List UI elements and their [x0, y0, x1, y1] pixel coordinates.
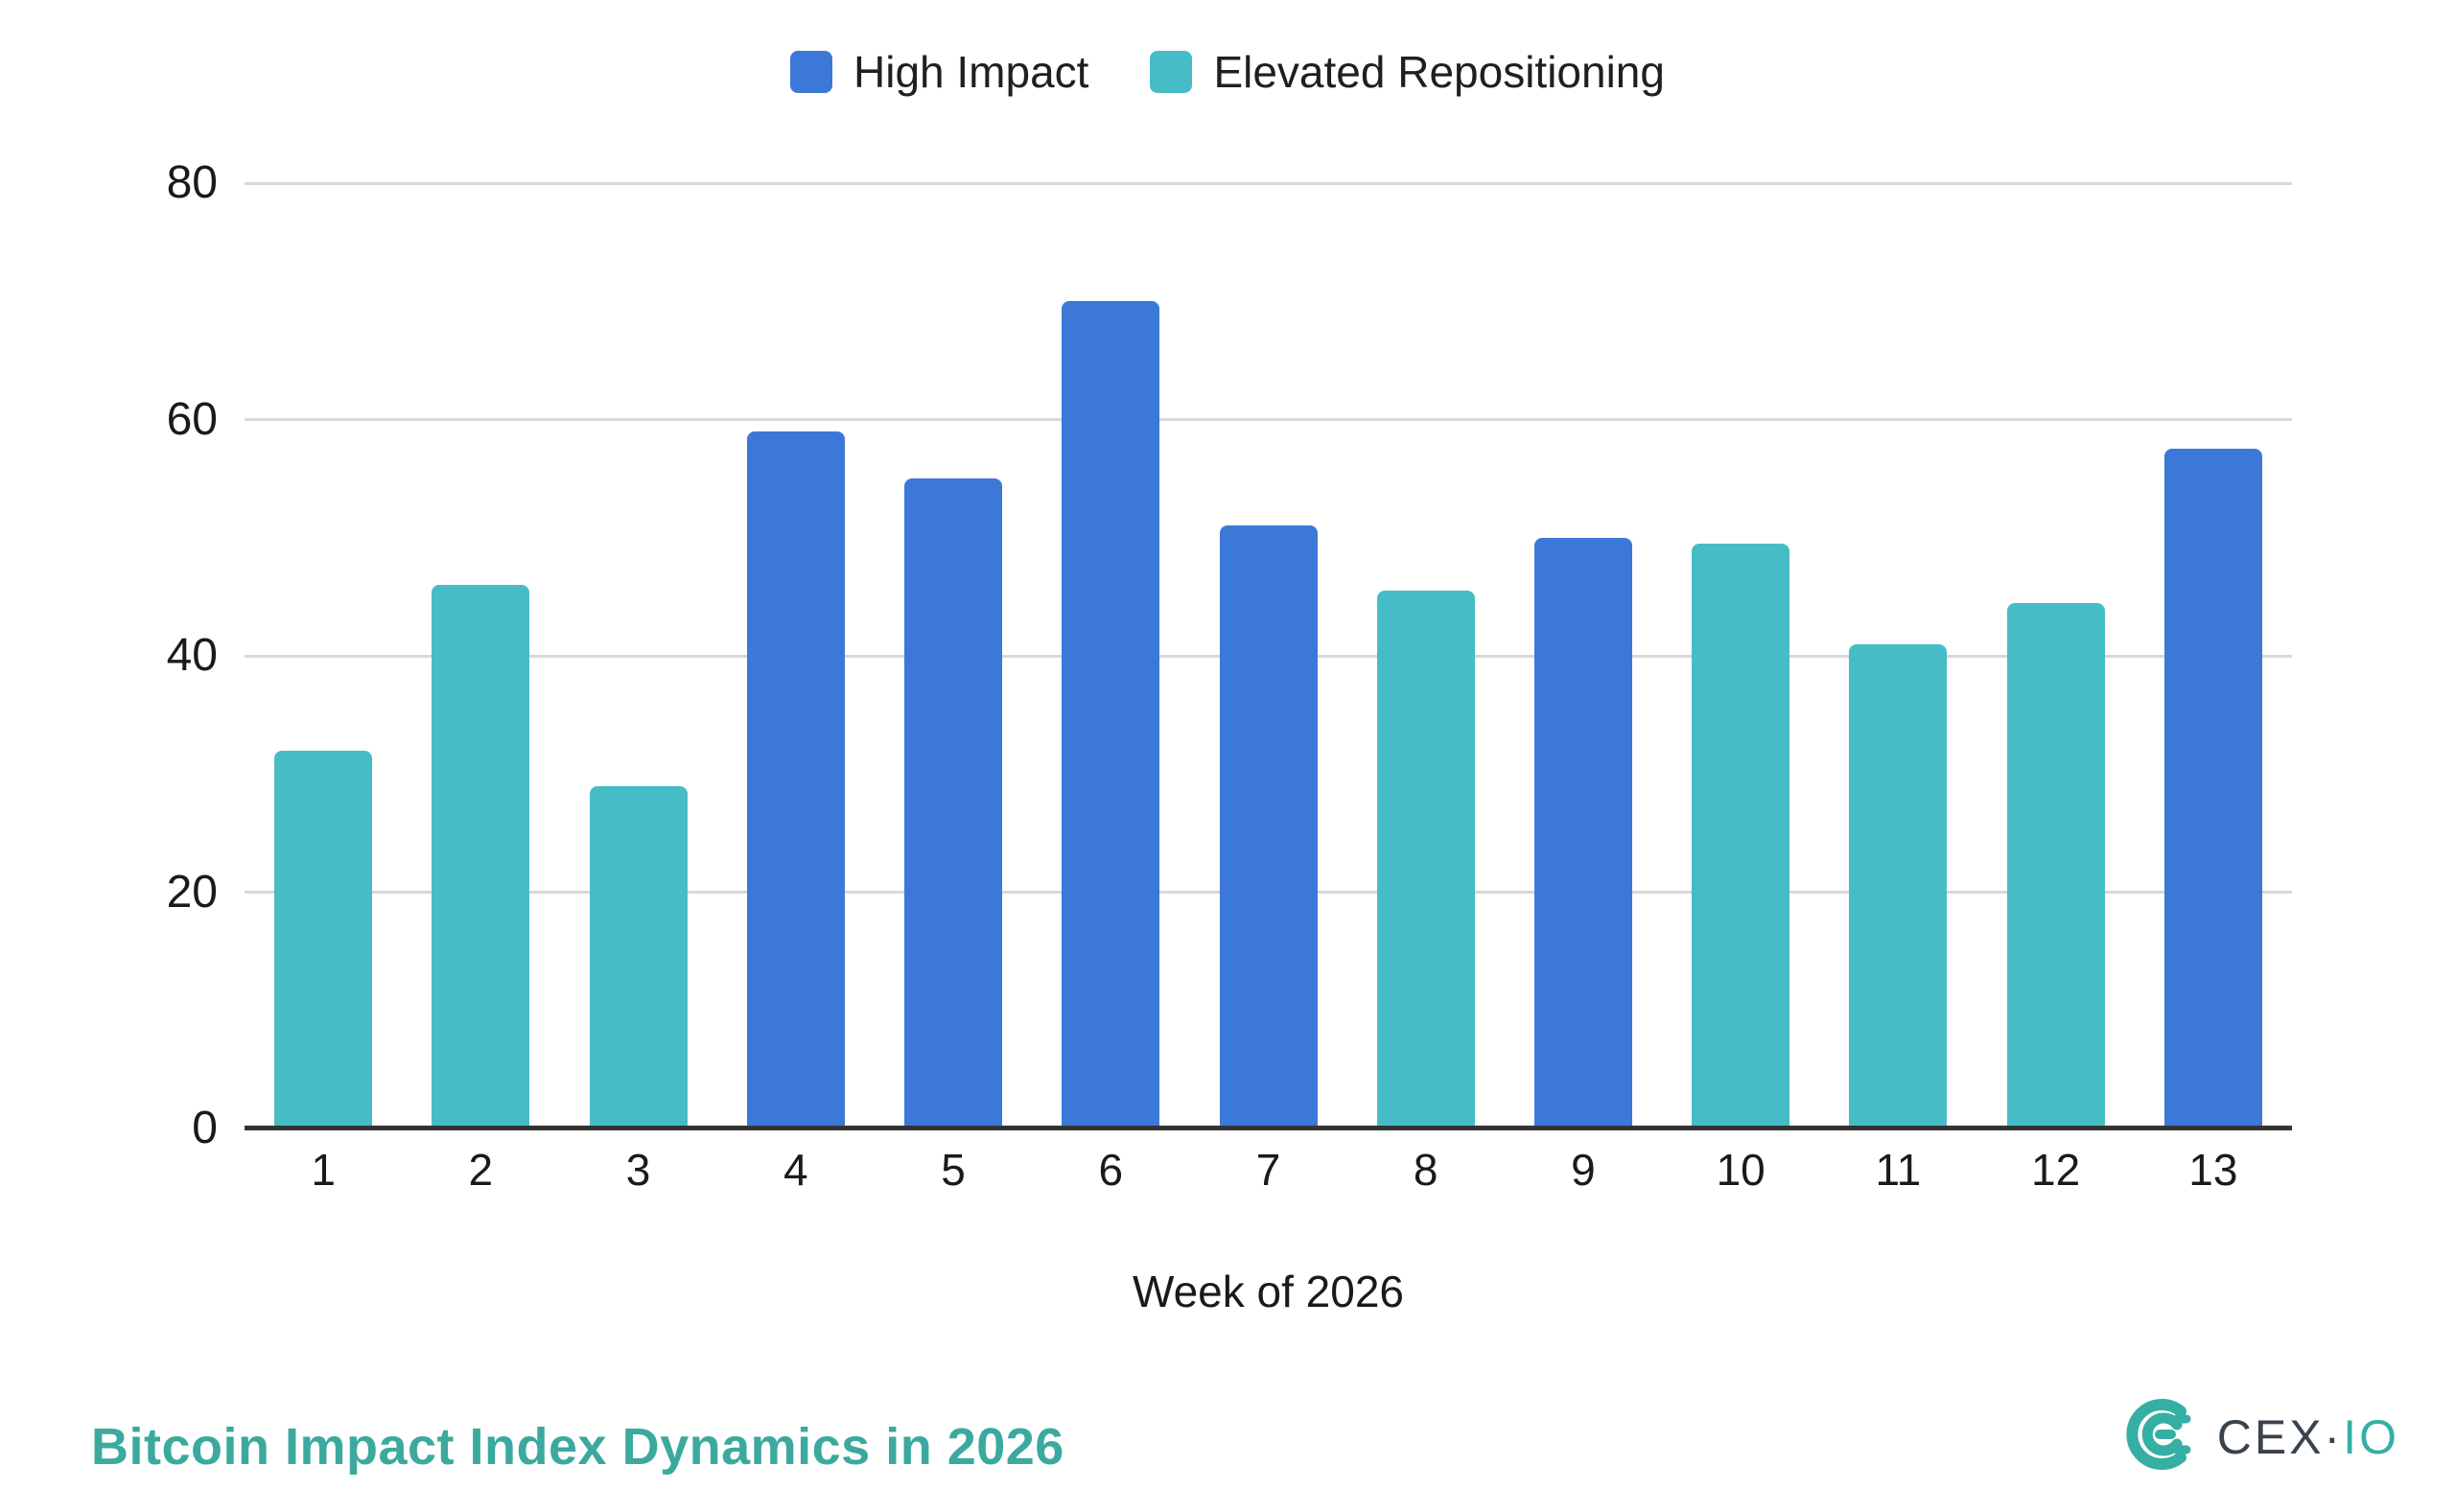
logo-text-io: IO	[2343, 1409, 2399, 1464]
y-tick-label-0: 0	[192, 1103, 218, 1153]
bar-week-1	[274, 751, 372, 1128]
legend-label: High Impact	[853, 47, 1089, 97]
x-tick-label-7: 7	[1255, 1145, 1281, 1195]
x-tick-label-2: 2	[468, 1145, 494, 1195]
bar-week-13	[2164, 449, 2262, 1128]
x-tick-label-1: 1	[311, 1145, 336, 1195]
x-axis-line	[245, 1126, 2292, 1130]
x-axis-title: Week of 2026	[1132, 1267, 1404, 1316]
y-tick-label-20: 20	[166, 866, 218, 918]
gridline-80	[245, 181, 2292, 185]
legend-swatch	[1150, 51, 1193, 93]
x-tick-label-10: 10	[1716, 1145, 1765, 1195]
x-tick-label-5: 5	[941, 1145, 966, 1195]
y-tick-label-40: 40	[166, 630, 218, 681]
bar-week-11	[1849, 644, 1947, 1128]
x-tick-label-11: 11	[1875, 1145, 1922, 1195]
bar-week-4	[747, 431, 845, 1128]
legend: High Impact Elevated Repositioning	[0, 50, 2455, 94]
cexio-logo-icon	[2121, 1396, 2198, 1477]
legend-item-high-impact: High Impact	[790, 50, 1088, 94]
bar-week-12	[2007, 603, 2105, 1128]
x-tick-label-6: 6	[1098, 1145, 1124, 1195]
x-tick-label-13: 13	[2188, 1145, 2238, 1195]
chart-title: Bitcoin Impact Index Dynamics in 2026	[91, 1418, 1064, 1476]
logo-text-cex: CEX	[2216, 1409, 2325, 1464]
bar-week-2	[432, 585, 529, 1128]
gridline-60	[245, 418, 2292, 421]
x-tick-label-4: 4	[783, 1145, 808, 1195]
bar-week-10	[1692, 544, 1789, 1128]
legend-label: Elevated Repositioning	[1213, 47, 1665, 97]
y-tick-label-80: 80	[166, 157, 218, 208]
bar-week-7	[1220, 525, 1318, 1128]
y-tick-label-60: 60	[166, 393, 218, 445]
logo-text-dot: ·	[2324, 1409, 2344, 1464]
legend-swatch	[790, 51, 832, 93]
plot-area: 0 20 40 60 80 1 2 3 4 5 6 7 8 9 10 11 12 13	[167, 160, 2292, 1192]
x-tick-label-3: 3	[625, 1145, 651, 1195]
bar-week-3	[590, 786, 688, 1128]
x-tick-label-8: 8	[1413, 1145, 1438, 1195]
cexio-logo-text: CEX · IO	[2217, 1413, 2399, 1461]
bar-week-9	[1534, 538, 1632, 1128]
x-tick-label-12: 12	[2031, 1145, 2081, 1195]
bar-week-8	[1377, 591, 1475, 1128]
bar-week-6	[1062, 301, 1159, 1128]
x-tick-label-9: 9	[1571, 1145, 1596, 1195]
cexio-logo: CEX · IO	[2121, 1396, 2399, 1477]
bar-week-5	[904, 478, 1002, 1128]
legend-item-elevated-repositioning: Elevated Repositioning	[1150, 50, 1665, 94]
